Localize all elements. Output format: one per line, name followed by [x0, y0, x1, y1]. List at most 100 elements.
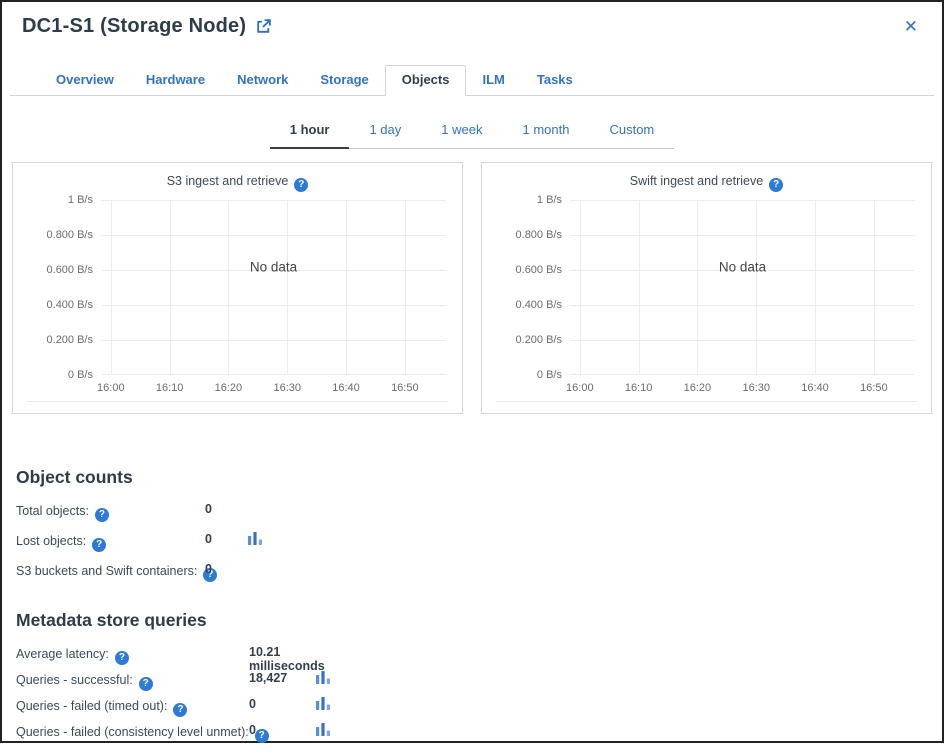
time-range-bar: 1 hour 1 day 1 week 1 month Custom — [2, 114, 942, 149]
x-axis-tick-label: 16:10 — [155, 382, 184, 394]
stat-label: Lost objects: — [16, 534, 87, 548]
stat-label: Total objects: — [16, 504, 89, 518]
tab-objects[interactable]: Objects — [384, 65, 467, 96]
bar-chart-icon[interactable] — [315, 722, 332, 742]
help-icon[interactable]: ? — [254, 728, 269, 743]
bar-chart-icon[interactable] — [315, 696, 332, 716]
stat-label: S3 buckets and Swift containers: — [16, 564, 198, 578]
stat-value: 0 — [249, 697, 256, 711]
gridline-horizontal — [570, 235, 915, 236]
stat-label: Queries - failed (consistency level unme… — [16, 725, 249, 739]
x-axis-tick-label: 16:20 — [683, 382, 712, 394]
metadata-queries-rows: Average latency:? 10.21 milliseconds Queri… — [16, 645, 330, 749]
gridline-horizontal — [101, 200, 446, 201]
gridline-vertical — [873, 200, 875, 375]
gridline-vertical — [287, 200, 289, 375]
section-heading: Object counts — [16, 467, 133, 487]
y-axis-tick-label: 0.400 B/s — [46, 299, 93, 311]
time-range-1-month[interactable]: 1 month — [522, 122, 570, 137]
stat-label: Average latency: — [16, 647, 109, 661]
external-link-icon[interactable] — [255, 18, 272, 35]
gridline-vertical — [697, 200, 699, 375]
legend-divider — [496, 401, 917, 402]
gridline-horizontal — [570, 200, 915, 201]
y-axis-tick-label: 0 B/s — [67, 369, 93, 381]
gridline-horizontal — [101, 374, 446, 375]
tab-storage[interactable]: Storage — [320, 72, 369, 87]
stat-label: Queries - failed (timed out): — [16, 699, 168, 713]
chart-panel-swift-ingest-and-retrieve: Swift ingest and retrieve? 1 B/s 0.800 B/s… — [481, 162, 932, 414]
bar-chart-icon[interactable] — [247, 531, 264, 551]
gridline-vertical — [579, 200, 581, 375]
y-axis-tick-label: 0.800 B/s — [515, 229, 562, 241]
stat-value: 10.21 milliseconds — [249, 645, 325, 673]
section-heading: Metadata store queries — [16, 610, 207, 630]
y-axis-tick-label: 1 B/s — [67, 194, 93, 206]
y-axis-tick-label: 1 B/s — [536, 194, 562, 206]
tab-network[interactable]: Network — [237, 72, 289, 87]
y-axis-tick-label: 0.200 B/s — [46, 334, 93, 346]
x-axis-tick-label: 16:40 — [801, 382, 829, 394]
gridline-horizontal — [101, 270, 446, 271]
help-icon[interactable]: ? — [203, 567, 218, 582]
gridline-vertical — [638, 200, 640, 375]
help-icon[interactable]: ? — [294, 177, 309, 192]
gridline-horizontal — [101, 235, 446, 236]
time-range-1-day[interactable]: 1 day — [369, 122, 402, 137]
chart-title-row: S3 ingest and retrieve? — [13, 163, 462, 192]
page-header: DC1-S1 (Storage Node) — [22, 15, 272, 38]
tab-ilm[interactable]: ILM — [482, 72, 505, 87]
chart-plot-area: No data — [101, 200, 446, 375]
gridline-vertical — [346, 200, 348, 375]
gridline-horizontal — [570, 340, 915, 341]
x-axis-tick-label: 16:50 — [860, 382, 888, 394]
stat-row-s3-buckets-and-swift-containers: S3 buckets and Swift containers:? 0 — [16, 562, 218, 592]
x-axis-tick-label: 16:00 — [566, 382, 594, 394]
gridline-vertical — [110, 200, 112, 375]
stat-row-lost-objects: Lost objects:? 0 — [16, 532, 262, 562]
help-icon[interactable]: ? — [138, 676, 153, 691]
chart-title: S3 ingest and retrieve — [166, 174, 289, 188]
stat-value: 0 — [205, 562, 212, 576]
tab-hardware[interactable]: Hardware — [145, 72, 206, 87]
help-icon[interactable]: ? — [94, 507, 109, 522]
tab-tasks[interactable]: Tasks — [536, 72, 573, 87]
y-axis-tick-label: 0.200 B/s — [515, 334, 562, 346]
page-title: DC1-S1 (Storage Node) — [22, 15, 247, 37]
stat-row-total-objects: Total objects:? 0 — [16, 502, 217, 532]
stat-value: 0 — [205, 532, 212, 546]
y-axis-tick-label: 0.600 B/s — [515, 264, 562, 276]
gridline-vertical — [228, 200, 230, 375]
time-range-1-hour[interactable]: 1 hour — [269, 114, 350, 149]
bar-chart-icon[interactable] — [315, 670, 332, 690]
x-axis-tick-label: 16:50 — [391, 382, 419, 394]
time-range-custom[interactable]: Custom — [609, 122, 655, 137]
stat-value: 18,427 — [249, 671, 288, 685]
gridline-vertical — [756, 200, 758, 375]
y-axis-tick-label: 0.800 B/s — [46, 229, 93, 241]
tab-overview[interactable]: Overview — [56, 72, 114, 87]
stat-row-queries-failed-timed-out: Queries - failed (timed out):? 0 — [16, 697, 330, 723]
object-counts-rows: Total objects:? 0 Lost objects:? 0 S3 bucket… — [16, 502, 262, 592]
tab-bar: Overview Hardware Network Storage Objects ILM… — [10, 65, 934, 96]
help-icon[interactable]: ? — [114, 650, 129, 665]
chart-panel-s3-ingest-and-retrieve: S3 ingest and retrieve? 1 B/s 0.800 B/s 0.6… — [12, 162, 463, 414]
legend-divider — [27, 401, 448, 402]
time-range-1-week[interactable]: 1 week — [441, 122, 483, 137]
help-icon[interactable]: ? — [769, 177, 784, 192]
stat-value: 0 — [249, 723, 256, 737]
gridline-horizontal — [101, 305, 446, 306]
help-icon[interactable]: ? — [173, 702, 188, 717]
gridline-vertical — [815, 200, 817, 375]
no-data-label: No data — [718, 259, 767, 274]
chart-title: Swift ingest and retrieve — [629, 174, 764, 188]
close-icon[interactable]: ✕ — [903, 17, 918, 36]
charts-row: S3 ingest and retrieve? 1 B/s 0.800 B/s 0.6… — [12, 162, 932, 414]
chart-plot-area: No data — [570, 200, 915, 375]
help-icon[interactable]: ? — [92, 537, 107, 552]
time-range-group: 1 hour 1 day 1 week 1 month Custom — [269, 114, 675, 149]
x-axis-tick-label: 16:00 — [97, 382, 125, 394]
gridline-horizontal — [101, 340, 446, 341]
y-axis-tick-label: 0.400 B/s — [515, 299, 562, 311]
